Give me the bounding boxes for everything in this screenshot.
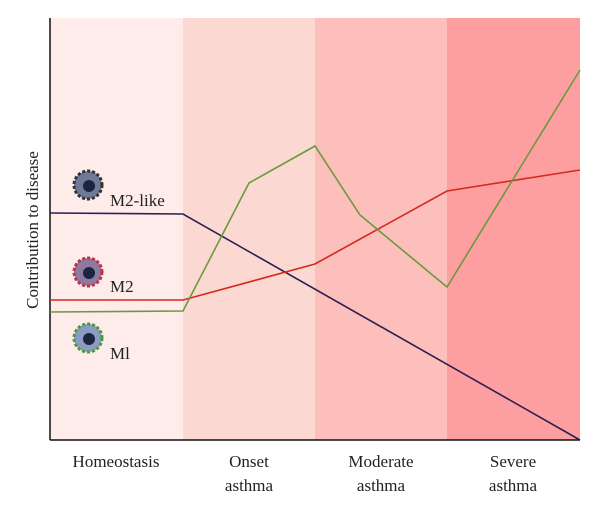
stage-label: asthma [489, 476, 538, 495]
stage-label: Onset [229, 452, 269, 471]
stage-label: asthma [225, 476, 274, 495]
stage-label: Homeostasis [73, 452, 160, 471]
cell-icon [72, 322, 104, 354]
stage-band [447, 18, 580, 440]
stage-band [183, 18, 315, 440]
stage-label: asthma [357, 476, 406, 495]
m2-line [50, 169, 581, 301]
y-axis-label: Contribution to disease [23, 151, 42, 309]
stage-band [315, 18, 447, 440]
cell-icon [72, 256, 104, 288]
cell-label: M2 [110, 277, 134, 296]
stage-label: Severe [490, 452, 536, 471]
stage-label: Moderate [348, 452, 413, 471]
m1-line [49, 69, 581, 313]
cell-label: M2-like [110, 191, 165, 210]
cell-label: Ml [110, 344, 130, 363]
m2-like-line [49, 212, 581, 441]
stage-band [50, 18, 183, 440]
cell-icon [72, 169, 104, 201]
